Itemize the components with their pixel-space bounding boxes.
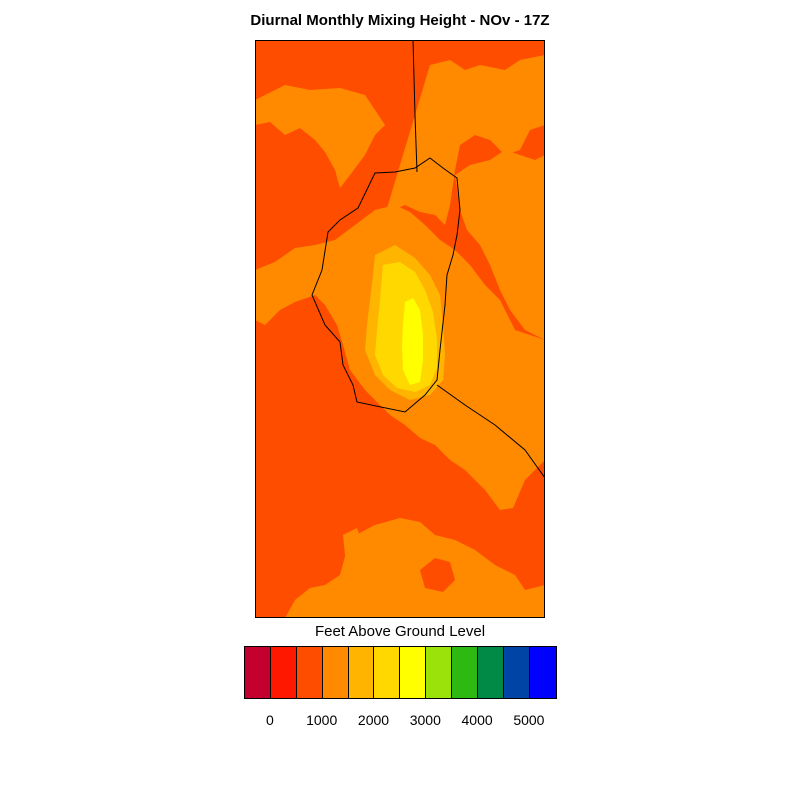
- colorbar-cell: [400, 647, 427, 698]
- colorbar-cell: [503, 647, 530, 698]
- colorbar-cell: [452, 647, 479, 698]
- state-boundaries: [311, 40, 545, 479]
- colorbar-cell: [296, 647, 323, 698]
- colorbar-cell: [426, 647, 453, 698]
- colorbar-ticks: 0 1000 2000 3000 4000 5000: [0, 712, 800, 732]
- colorbar-label: Feet Above Ground Level: [314, 623, 486, 640]
- colorbar-cell: [270, 647, 297, 698]
- colorbar-cell: [322, 647, 349, 698]
- colorbar-tick-label: 1000: [306, 712, 338, 728]
- colorbar-cell: [478, 647, 504, 698]
- colorbar-tick-label: 3000: [409, 712, 441, 728]
- colorbar-tick-label: 2000: [357, 712, 390, 728]
- colorbar-tick-label: 5000: [513, 712, 545, 728]
- colorbar-cell: [348, 647, 375, 698]
- map-title: Diurnal Monthly Mixing Height - NOv - 17…: [250, 12, 550, 29]
- colorbar-cell: [374, 647, 401, 698]
- colorbar: [244, 646, 557, 699]
- map-frame: [255, 40, 545, 618]
- contour-hole: [420, 558, 455, 592]
- mixing-height-map: [255, 40, 545, 618]
- contour-3000: [402, 298, 423, 385]
- colorbar-tick-label: 0: [265, 712, 274, 728]
- colorbar-tick-label: 4000: [461, 712, 493, 728]
- colorbar-cell: [245, 647, 271, 698]
- colorbar-cell: [529, 647, 556, 698]
